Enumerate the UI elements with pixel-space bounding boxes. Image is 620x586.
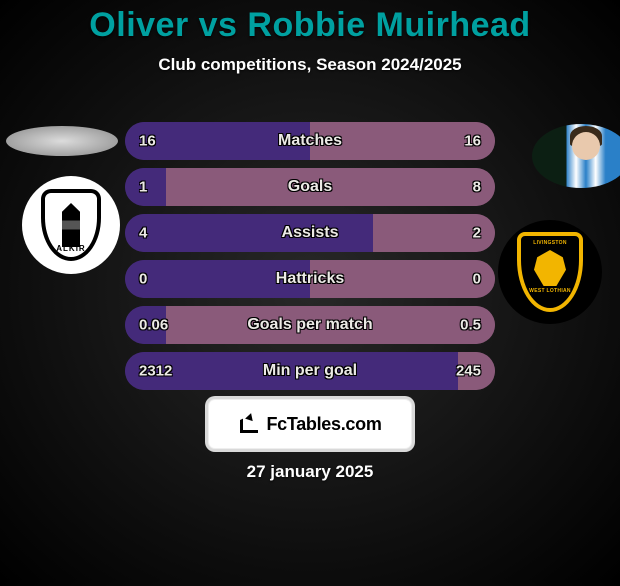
- stat-value-right: 0: [473, 271, 481, 288]
- stat-value-right: 16: [464, 133, 481, 150]
- date-text: 27 january 2025: [247, 462, 374, 482]
- stat-label: Assists: [282, 224, 339, 242]
- stat-value-left: 4: [139, 225, 147, 242]
- stat-value-left: 2312: [139, 363, 172, 380]
- stat-row: 0 0 Hattricks: [125, 260, 495, 298]
- page-title: Oliver vs Robbie Muirhead: [0, 6, 620, 45]
- stat-value-right: 8: [473, 179, 481, 196]
- stat-value-right: 2: [473, 225, 481, 242]
- stat-row: 4 2 Assists: [125, 214, 495, 252]
- player-right-avatar: [532, 124, 620, 188]
- stats-container: 16 16 Matches 1 8 Goals 4 2 Assists 0 0 Hattricks 0.…: [125, 122, 495, 398]
- stat-value-right: 0.5: [460, 317, 481, 334]
- brand-box: FcTables.com: [205, 396, 415, 452]
- stat-value-right: 245: [456, 363, 481, 380]
- stat-value-left: 0.06: [139, 317, 168, 334]
- stat-row: 16 16 Matches: [125, 122, 495, 160]
- club-right-bottom-text: WEST LOTHIAN: [529, 288, 571, 294]
- player-left-avatar: [6, 126, 118, 156]
- stat-row: 1 8 Goals: [125, 168, 495, 206]
- brand-text: FcTables.com: [266, 414, 381, 435]
- stat-value-left: 16: [139, 133, 156, 150]
- stat-row: 0.06 0.5 Goals per match: [125, 306, 495, 344]
- stat-value-left: 1: [139, 179, 147, 196]
- club-right-badge: LIVINGSTON WEST LOTHIAN: [498, 220, 602, 324]
- club-left-badge: ALKIR: [22, 176, 120, 274]
- club-left-text: ALKIR: [45, 244, 97, 253]
- stat-row: 2312 245 Min per goal: [125, 352, 495, 390]
- subtitle: Club competitions, Season 2024/2025: [0, 55, 620, 75]
- brand-chart-icon: [238, 413, 260, 435]
- stat-label: Hattricks: [276, 270, 344, 288]
- club-right-top-text: LIVINGSTON: [533, 240, 566, 246]
- stat-label: Matches: [278, 132, 342, 150]
- stat-label: Min per goal: [263, 362, 357, 380]
- stat-value-left: 0: [139, 271, 147, 288]
- stat-label: Goals: [288, 178, 332, 196]
- stat-label: Goals per match: [247, 316, 372, 334]
